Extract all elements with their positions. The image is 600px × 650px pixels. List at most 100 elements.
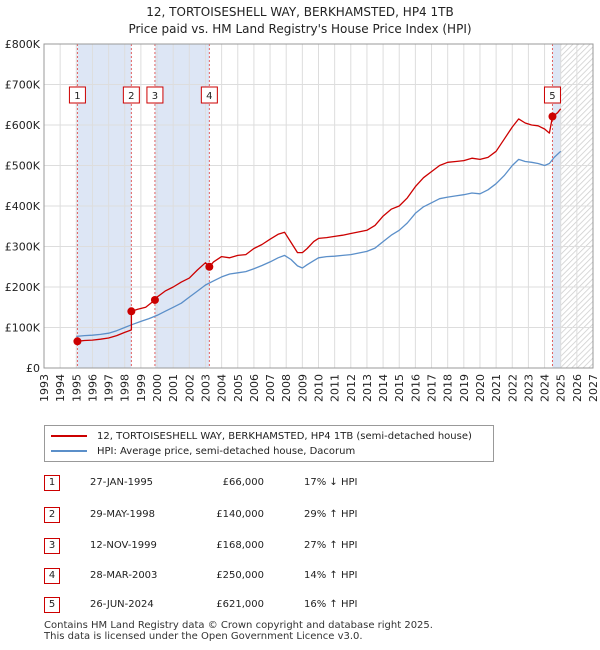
sale-point-1	[73, 337, 82, 346]
sale-point-3	[150, 295, 159, 304]
hpi-line	[76, 150, 562, 338]
plot-frame	[43, 43, 594, 369]
x-tick-label: 1995	[70, 374, 83, 402]
x-tick-label: 2027	[587, 374, 600, 402]
sale-label-2: 2	[128, 91, 134, 102]
sale-label-4: 4	[206, 91, 212, 102]
x-tick-label: 1999	[135, 374, 148, 402]
sale-date: 12-NOV-1999	[90, 540, 157, 551]
x-tick-label: 2000	[151, 374, 164, 402]
legend-item-hpi: HPI: Average price, semi-detached house,…	[51, 445, 355, 459]
sale-label-1: 1	[74, 91, 80, 102]
x-tick-label: 1998	[119, 374, 132, 402]
sale-price: £140,000	[216, 509, 264, 520]
table-row: 1 27-JAN-1995 £66,000 17% ↓ HPI	[44, 475, 464, 493]
x-tick-label: 2023	[522, 374, 535, 402]
sale-number-badge: 3	[44, 538, 60, 554]
sale-hpi-diff: 27% ↑ HPI	[304, 540, 358, 551]
sale-label-5: 5	[549, 91, 555, 102]
x-tick-label: 2007	[264, 374, 277, 402]
x-tick-label: 2026	[571, 374, 584, 402]
table-row: 2 29-MAY-1998 £140,000 29% ↑ HPI	[44, 507, 464, 525]
legend-label-price: 12, TORTOISESHELL WAY, BERKHAMSTED, HP4 …	[97, 431, 472, 442]
sale-hpi-diff: 29% ↑ HPI	[304, 509, 358, 520]
y-tick-label: £0	[26, 362, 40, 375]
sale-label-box-5	[543, 86, 561, 104]
x-tick-label: 2005	[232, 374, 245, 402]
sale-date: 29-MAY-1998	[90, 509, 156, 520]
y-tick-label: £200K	[5, 281, 41, 294]
x-tick-label: 2018	[442, 374, 455, 402]
x-tick-label: 1993	[38, 374, 51, 402]
sale-label-3: 3	[152, 91, 158, 102]
chart-subtitle: Price paid vs. HM Land Registry's House …	[128, 22, 472, 36]
sale-label-box-3	[146, 86, 164, 104]
y-tick-label: £700K	[5, 79, 41, 92]
y-tick-label: £800K	[5, 38, 41, 51]
footer-line-2: This data is licensed under the Open Gov…	[44, 631, 363, 642]
sale-number-badge: 4	[44, 568, 60, 584]
x-tick-label: 2002	[183, 374, 196, 402]
x-tick-label: 2021	[490, 374, 503, 402]
sale-point-5	[548, 112, 557, 121]
x-tick-label: 2016	[409, 374, 422, 402]
legend-swatch-hpi	[51, 450, 87, 452]
x-tick-label: 2015	[393, 374, 406, 402]
x-tick-label: 2019	[458, 374, 471, 402]
chart-title-block: 12, TORTOISESHELL WAY, BERKHAMSTED, HP4 …	[0, 4, 600, 38]
attribution-footer: Contains HM Land Registry data © Crown c…	[44, 620, 584, 642]
sale-date: 27-JAN-1995	[90, 477, 154, 488]
chart-title: 12, TORTOISESHELL WAY, BERKHAMSTED, HP4 …	[146, 5, 454, 19]
table-row: 3 12-NOV-1999 £168,000 27% ↑ HPI	[44, 538, 464, 556]
sale-date: 26-JUN-2024	[90, 599, 154, 610]
sale-price: £621,000	[216, 599, 264, 610]
legend-swatch-price	[51, 435, 87, 437]
y-tick-label: £300K	[5, 241, 41, 254]
sale-point-4	[205, 262, 214, 271]
sale-date: 28-MAR-2003	[90, 570, 158, 581]
x-tick-label: 1994	[54, 374, 67, 402]
legend-item-price: 12, TORTOISESHELL WAY, BERKHAMSTED, HP4 …	[51, 430, 472, 444]
x-tick-label: 2008	[280, 374, 293, 402]
y-tick-label: £500K	[5, 160, 41, 173]
table-row: 4 28-MAR-2003 £250,000 14% ↑ HPI	[44, 568, 464, 586]
price-chart: 1 2 3 4 5 £0 £100K £200K £300K £400K £500K £600K £7…	[5, 38, 600, 402]
sale-number-badge: 1	[44, 475, 60, 491]
sale-label-box-4	[200, 86, 218, 104]
sale-hpi-diff: 17% ↓ HPI	[304, 477, 358, 488]
x-tick-label: 2004	[216, 374, 229, 402]
x-tick-label: 2003	[199, 374, 212, 402]
x-tick-label: 2012	[345, 374, 358, 402]
x-tick-label: 2011	[329, 374, 342, 402]
legend-label-hpi: HPI: Average price, semi-detached house,…	[97, 446, 356, 457]
x-tick-label: 1996	[86, 374, 99, 402]
x-tick-label: 2009	[296, 374, 309, 402]
x-tick-label: 2014	[377, 374, 390, 402]
sale-hpi-diff: 16% ↑ HPI	[304, 599, 358, 610]
x-tick-label: 2025	[555, 374, 568, 402]
x-tick-label: 2001	[167, 374, 180, 402]
sale-number-badge: 5	[44, 597, 60, 613]
sale-number-badge: 2	[44, 507, 60, 523]
sale-hpi-diff: 14% ↑ HPI	[304, 570, 358, 581]
sale-label-box-2	[122, 86, 140, 104]
x-tick-label: 2022	[506, 374, 519, 402]
sale-price: £66,000	[222, 477, 264, 488]
sale-point-2	[127, 307, 136, 316]
y-tick-label: £400K	[5, 200, 41, 213]
footer-line-1: Contains HM Land Registry data © Crown c…	[44, 620, 433, 631]
sale-price: £168,000	[216, 540, 264, 551]
x-tick-label: 2006	[248, 374, 261, 402]
chart-legend: 12, TORTOISESHELL WAY, BERKHAMSTED, HP4 …	[44, 425, 494, 462]
x-tick-label: 1997	[103, 374, 116, 402]
sale-price: £250,000	[216, 570, 264, 581]
y-tick-label: £600K	[5, 119, 41, 132]
table-row: 5 26-JUN-2024 £621,000 16% ↑ HPI	[44, 597, 464, 615]
x-tick-label: 2020	[474, 374, 487, 402]
y-tick-label: £100K	[5, 322, 41, 335]
x-tick-label: 2010	[313, 374, 326, 402]
sale-label-box-1	[68, 86, 86, 104]
x-tick-label: 2017	[426, 374, 439, 402]
x-tick-label: 2024	[539, 374, 552, 402]
x-tick-label: 2013	[361, 374, 374, 402]
